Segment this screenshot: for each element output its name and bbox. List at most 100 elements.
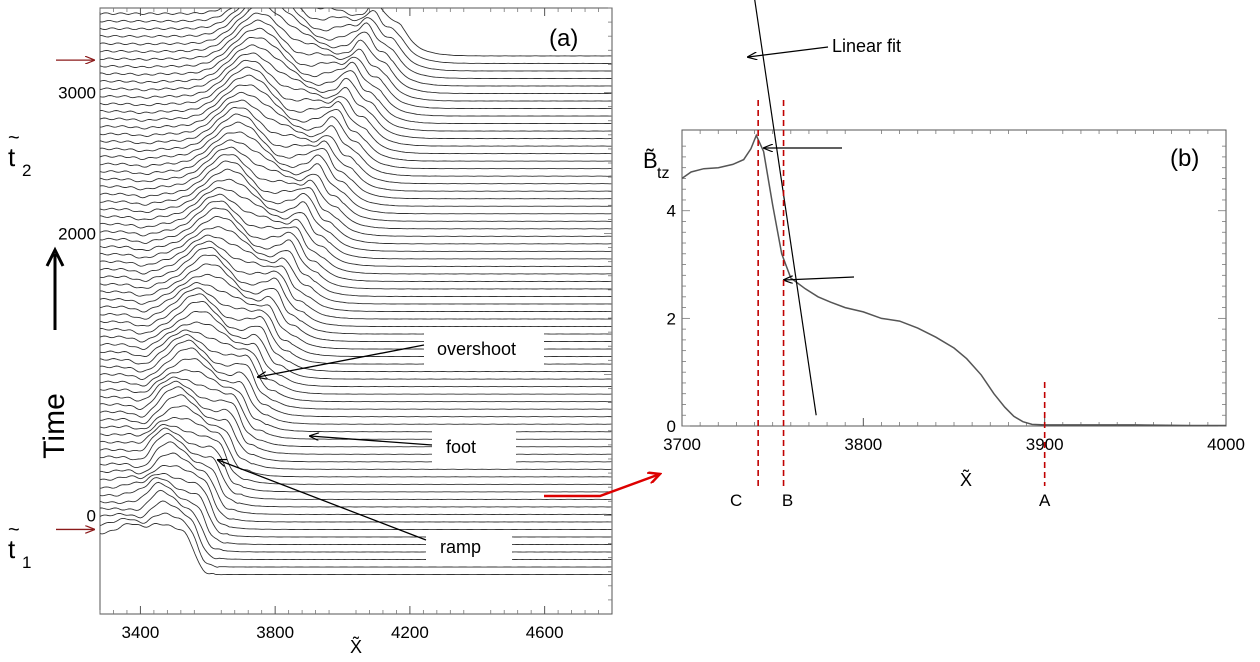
panel-b-label: (b) (1170, 145, 1199, 172)
panel-a-profile-line (100, 193, 612, 267)
t2-label: t (8, 142, 16, 172)
panel-a-profile-line (100, 347, 612, 418)
panel-a-profile-line (100, 146, 612, 222)
panel-a-profile-line (100, 74, 612, 155)
panel-a-profile-line (100, 240, 612, 313)
panel-connector-arrow (544, 474, 660, 498)
t1-tilde: ~ (8, 519, 20, 541)
panel-a-profile-line (100, 200, 612, 275)
panel-a-profile-line (100, 139, 612, 215)
panel-a-profile-line (100, 433, 612, 500)
panel-a-profile-line (100, 329, 612, 395)
panel-b-x-tick-label: 3800 (844, 435, 882, 454)
annotation-ramp-box (426, 530, 512, 564)
time-direction-arrowhead (45, 246, 65, 267)
panel-a-profile-line (100, 160, 612, 237)
t2-marker: t ~ 2 (8, 60, 94, 180)
panel-a-profile-line (100, 523, 612, 576)
panel-a-profile-line (100, 154, 612, 230)
t1-label: t (8, 534, 16, 564)
panel-a-profile-line (100, 358, 612, 425)
panel-a-ticks (99, 7, 612, 614)
annotation-ramp-text: ramp (440, 537, 481, 557)
panel-a-x-tick-label: 4200 (391, 623, 429, 642)
panel-a-profile-line (100, 207, 612, 282)
panel-a-profiles (100, 8, 612, 576)
panel-a-profile-line (100, 27, 612, 110)
t2-tilde: ~ (8, 127, 20, 149)
panel-a-profile-line (100, 178, 612, 252)
t2-subscript: 2 (22, 161, 31, 180)
panel-a-x-tick-label: 3800 (256, 623, 294, 642)
panel-a-profile-line (100, 380, 612, 448)
panel-a-profile-line (100, 226, 612, 297)
panel-a-profile-line (100, 512, 612, 568)
panel-a-profile-line (100, 168, 612, 245)
panel-a-profile-line (100, 99, 612, 177)
panel-a-y-tick-labels: 0 2000 3000 (58, 84, 96, 526)
panel-a-profile-line (100, 113, 612, 192)
fit-lower-point-arrow (784, 277, 855, 280)
panel-a-x-tick-labels: 3400 3800 4200 4600 (122, 623, 564, 642)
panel-a-profile-line (100, 36, 612, 117)
marker-label-b: B (782, 491, 793, 510)
panel-a-profile-line (100, 472, 612, 530)
panel-b-y-tick-label: 2 (667, 309, 676, 328)
panel-a-profile-line (100, 52, 612, 132)
panel-a-profile-line (100, 8, 612, 87)
panel-a-profile-line (100, 59, 612, 140)
panel-a-profile-line (100, 44, 612, 125)
panel-a-profile-line (100, 489, 612, 553)
linear-fit-label: Linear fit (832, 36, 901, 56)
panel-a-profile-line (100, 394, 612, 463)
panel-a-profile-line (100, 19, 612, 102)
panel-a-label: (a) (549, 25, 578, 52)
panel-a-profile-line (100, 8, 612, 72)
panel-a-profile-line (100, 441, 612, 508)
panel-a-profile-line (100, 424, 612, 485)
panel-a-profile-line (100, 477, 612, 538)
panel-a-y-axis-label: Time (38, 393, 71, 459)
panel-a-profile-line (100, 247, 612, 320)
panel-b-plot (681, 0, 1226, 427)
panel-a-profile-line (100, 452, 612, 515)
panel-a: (a) 3400 3800 4200 4600 0 2000 3000 X̃ Time t… (8, 7, 613, 657)
panel-a-profile-line (100, 12, 612, 95)
panel-a-profile-line (100, 234, 612, 305)
panel-b-y-axis-label: B̃ (643, 148, 658, 173)
panel-a-profile-line (100, 107, 612, 185)
panel-a-y-tick-label: 0 (87, 506, 96, 525)
panel-a-profile-line (100, 301, 612, 373)
panel-a-profile-line (100, 500, 612, 561)
panel-a-profile-line (100, 427, 612, 493)
panel-a-profile-line (100, 8, 612, 57)
linear-fit-label-arrow (748, 46, 829, 57)
annotation-overshoot: overshoot (258, 332, 544, 377)
panel-b-profile-line (681, 133, 1226, 427)
panel-a-y-tick-label: 2000 (58, 224, 96, 243)
marker-label-c: C (730, 491, 742, 510)
panel-b-x-axis-label: X̃ (960, 469, 972, 490)
annotation-foot-arrow (310, 436, 433, 446)
annotation-foot-text: foot (446, 437, 476, 457)
panel-b-ticks (681, 130, 1227, 427)
panel-a-profile-line (100, 481, 612, 546)
panel-a-profile-line (100, 464, 612, 523)
marker-label-a: A (1039, 491, 1051, 510)
panel-a-profile-line (100, 339, 612, 410)
panel-a-profile-line (100, 84, 612, 162)
panel-a-profile-line (100, 321, 612, 388)
panel-b-x-tick-label: 4000 (1207, 435, 1245, 454)
panel-a-profile-line (100, 334, 612, 403)
panel-a-profile-line (100, 8, 612, 79)
panel-a-profile-line (100, 369, 612, 433)
panel-b-frame (681, 129, 1227, 427)
annotation-ramp-arrow (218, 460, 427, 541)
panel-a-profile-line (100, 121, 612, 200)
annotation-overshoot-text: overshoot (437, 339, 516, 359)
annotation-foot: foot (310, 430, 516, 464)
annotation-overshoot-box (424, 332, 544, 366)
panel-a-x-tick-label: 3400 (122, 623, 160, 642)
